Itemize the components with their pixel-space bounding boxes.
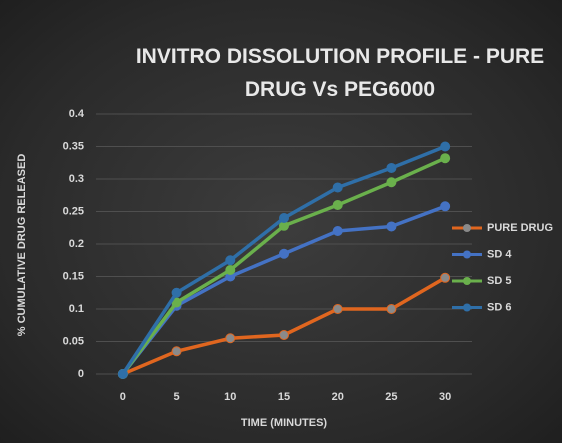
data-point <box>332 304 343 314</box>
y-axis-label: % CUMULATIVE DRUG RELEASED <box>16 154 28 337</box>
chart-title: INVITRO DISSOLUTION PROFILE - PURE DRUG … <box>135 45 545 101</box>
data-point <box>332 182 343 193</box>
y-tick-label: 0.15 <box>63 270 84 282</box>
series-line <box>121 204 446 376</box>
data-point <box>386 304 397 314</box>
data-point <box>440 272 451 283</box>
legend-marker <box>463 277 471 285</box>
data-point <box>171 287 182 298</box>
data-point <box>386 221 397 232</box>
legend-marker <box>463 303 471 312</box>
data-point <box>171 346 182 357</box>
series-line <box>122 276 447 376</box>
legend-label: PURE DRUG <box>487 222 553 234</box>
legend-label: SD 5 <box>487 275 511 287</box>
x-tick-label: 30 <box>439 391 451 403</box>
y-tick-label: 0.3 <box>69 173 84 185</box>
data-point <box>225 265 236 275</box>
data-point <box>225 255 236 266</box>
x-tick-label: 25 <box>385 391 397 403</box>
y-tick-label: 0.2 <box>69 238 84 250</box>
data-point <box>332 226 343 236</box>
x-tick-label: 15 <box>278 391 290 403</box>
data-point <box>332 200 343 210</box>
data-point <box>440 153 451 164</box>
data-point <box>279 330 289 340</box>
legend-label: SD 6 <box>487 301 511 313</box>
data-point <box>386 162 397 173</box>
data-point <box>117 369 128 379</box>
y-tick-label: 0.35 <box>63 140 84 152</box>
x-tick-label: 20 <box>332 391 344 403</box>
legend-label: SD 4 <box>487 248 512 260</box>
x-tick-label: 10 <box>224 391 236 403</box>
data-point <box>279 213 289 223</box>
legend-marker <box>463 250 471 259</box>
x-tick-label: 5 <box>174 391 180 403</box>
x-axis-label: TIME (MINUTES) <box>241 417 327 429</box>
legend-marker <box>463 224 471 232</box>
y-tick-label: 0.1 <box>69 303 84 315</box>
y-tick-label: 0 <box>78 368 84 380</box>
y-tick-label: 0.4 <box>69 108 85 120</box>
data-point <box>279 248 289 259</box>
data-point <box>386 177 397 188</box>
data-point <box>440 141 451 152</box>
data-point <box>225 333 236 344</box>
y-tick-label: 0.05 <box>63 335 84 347</box>
y-tick-label: 0.25 <box>63 205 84 217</box>
x-tick-label: 0 <box>120 391 126 403</box>
data-point <box>440 201 451 212</box>
